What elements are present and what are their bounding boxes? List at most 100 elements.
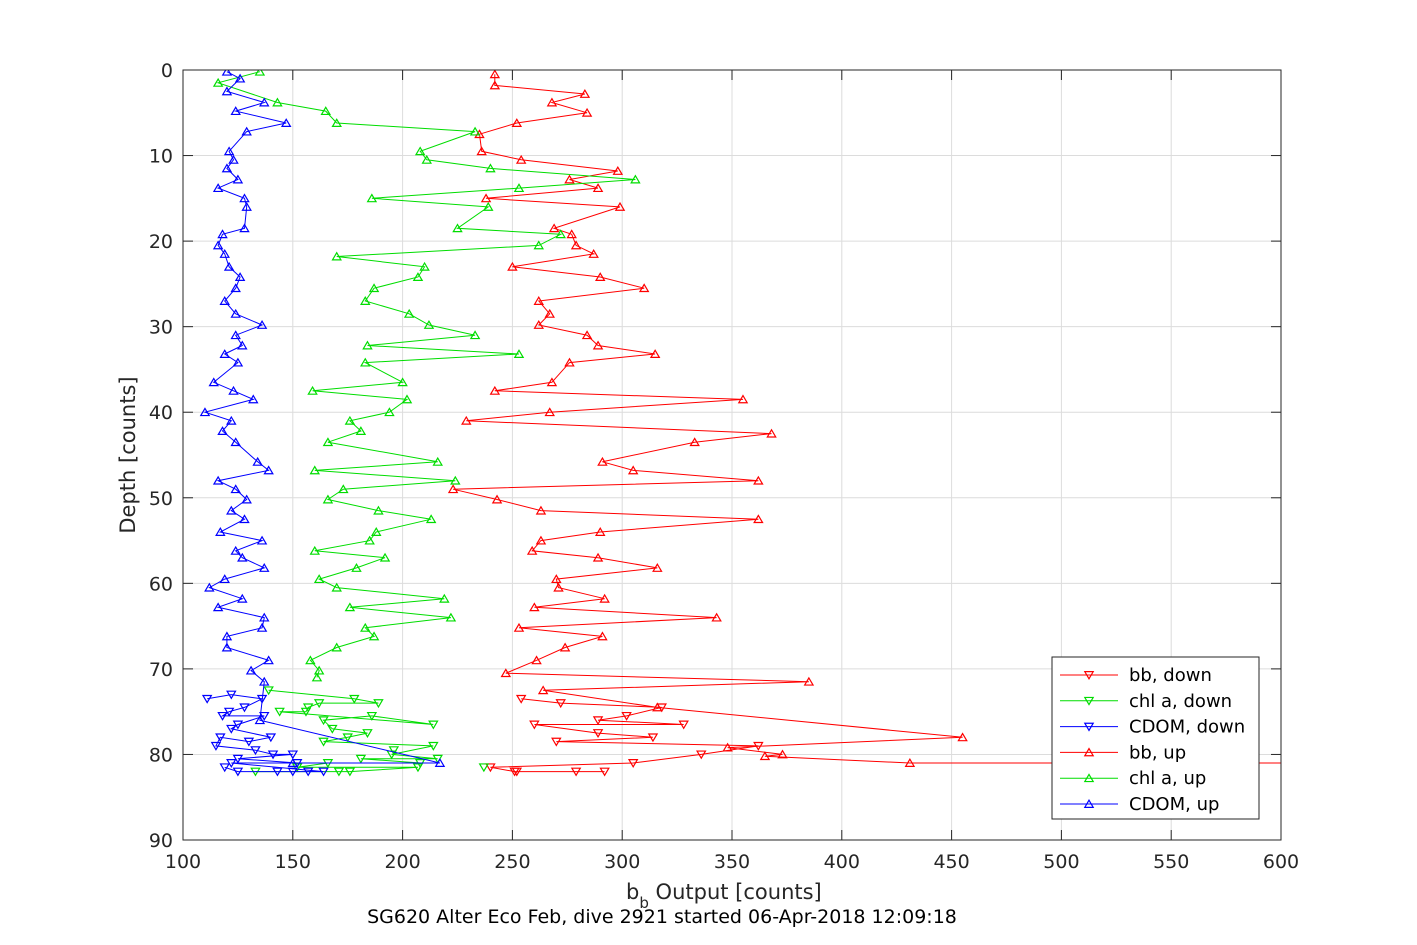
- data-point: [500, 668, 512, 678]
- data-point: [423, 319, 435, 329]
- data-point: [546, 377, 558, 387]
- y-tick-label: 30: [149, 317, 173, 339]
- data-point: [331, 118, 342, 128]
- data-point: [221, 631, 233, 641]
- data-point: [349, 694, 360, 704]
- data-point: [434, 758, 446, 767]
- data-point: [559, 642, 571, 652]
- data-point: [373, 505, 384, 515]
- data-point: [355, 426, 367, 436]
- data-point: [551, 737, 562, 747]
- data-point: [737, 394, 749, 404]
- data-point: [274, 707, 285, 717]
- data-point: [513, 349, 525, 359]
- data-point: [221, 70, 233, 76]
- legend-label: bb, up: [1129, 742, 1186, 763]
- data-point: [957, 732, 968, 742]
- data-point: [368, 283, 380, 293]
- data-point: [425, 514, 437, 524]
- data-point: [256, 622, 268, 632]
- data-point: [199, 407, 211, 417]
- data-point: [219, 763, 230, 773]
- x-tick-label: 600: [1263, 851, 1299, 873]
- data-point: [544, 308, 555, 318]
- data-point: [445, 612, 457, 622]
- data-point: [320, 106, 331, 116]
- data-point: [638, 283, 650, 293]
- data-point: [555, 229, 566, 239]
- data-point: [232, 174, 244, 184]
- data-point: [469, 126, 481, 136]
- data-point: [766, 428, 777, 438]
- data-point: [331, 642, 342, 652]
- data-point: [364, 535, 375, 545]
- data-point: [263, 686, 274, 696]
- data-point: [597, 631, 608, 641]
- data-point: [201, 694, 213, 704]
- y-tick-label: 50: [149, 488, 173, 510]
- data-point: [447, 484, 459, 494]
- data-point: [535, 535, 547, 545]
- data-point: [803, 676, 815, 686]
- data-point: [263, 465, 274, 475]
- data-point: [217, 426, 228, 436]
- data-point: [219, 574, 230, 584]
- data-point: [313, 665, 325, 675]
- caption: SG620 Alter Eco Feb, dive 2921 started 0…: [367, 906, 957, 928]
- data-point: [597, 456, 608, 466]
- data-point: [221, 163, 233, 173]
- data-point: [366, 711, 378, 721]
- data-point: [322, 494, 334, 504]
- legend-entry: chl a, up: [1060, 768, 1206, 789]
- legend-entry: bb, down: [1060, 665, 1212, 686]
- data-point: [535, 505, 547, 515]
- data-point: [592, 340, 604, 350]
- data-point: [237, 552, 248, 562]
- data-point: [592, 183, 604, 193]
- data-point: [256, 694, 268, 704]
- legend: bb, down chl a, down CDOM, down bb, up chl a…: [1051, 656, 1260, 820]
- data-point: [362, 340, 373, 350]
- data-point: [259, 676, 270, 686]
- data-point: [515, 154, 527, 164]
- data-point: [553, 582, 564, 592]
- data-point: [614, 201, 626, 211]
- data-point: [318, 767, 329, 777]
- x-tick-label: 200: [384, 851, 420, 873]
- data-point: [272, 767, 283, 777]
- y-tick-label: 90: [149, 830, 173, 852]
- data-point: [599, 593, 610, 603]
- data-point: [412, 272, 424, 282]
- data-point: [478, 763, 490, 773]
- data-point: [259, 97, 270, 107]
- data-point: [570, 240, 582, 250]
- data-point: [259, 711, 270, 721]
- y-tick-labels: 0 10 20 30 40 50 60 70 80 90: [149, 60, 173, 852]
- data-point: [546, 97, 558, 107]
- data-point: [753, 514, 764, 524]
- data-point: [322, 437, 334, 447]
- data-point: [232, 357, 244, 367]
- data-point: [360, 296, 371, 305]
- data-point: [228, 385, 239, 395]
- data-point: [403, 308, 415, 318]
- y-tick-label: 60: [149, 573, 173, 595]
- data-point: [511, 118, 523, 128]
- data-point: [452, 223, 463, 233]
- data-point: [313, 574, 325, 584]
- data-point: [485, 763, 496, 773]
- data-point: [237, 340, 248, 350]
- data-point: [489, 385, 501, 395]
- data-point: [621, 711, 632, 721]
- data-point: [228, 154, 239, 164]
- data-point: [230, 308, 241, 318]
- x-tick-label: 100: [165, 851, 201, 873]
- data-point: [474, 129, 485, 139]
- data-point: [533, 240, 545, 250]
- data-point: [212, 602, 224, 612]
- data-point: [226, 724, 237, 734]
- y-tick-label: 20: [149, 231, 173, 253]
- data-point: [221, 86, 233, 96]
- data-point: [256, 535, 268, 545]
- data-point: [777, 749, 788, 759]
